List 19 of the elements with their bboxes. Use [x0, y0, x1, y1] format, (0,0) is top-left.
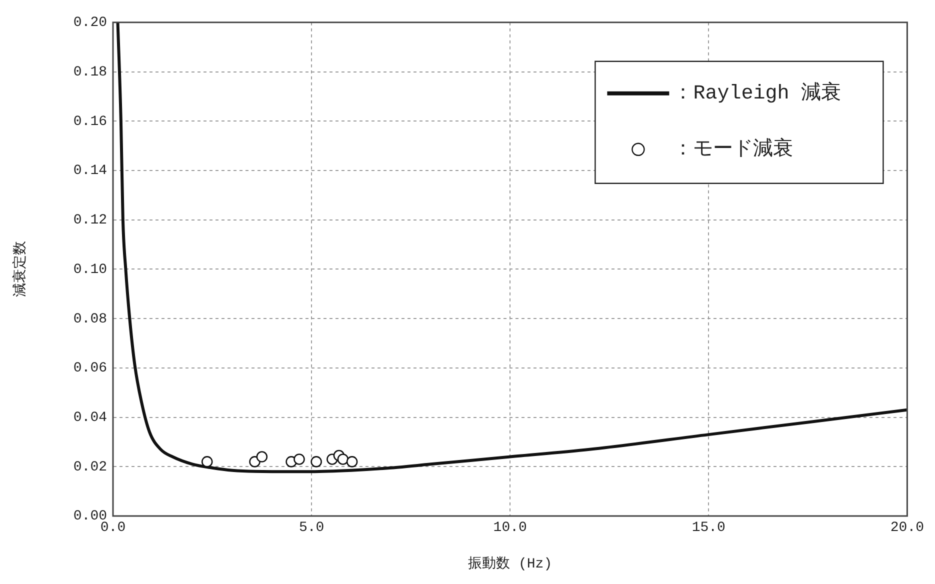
y-tick-label: 0.08 — [73, 311, 107, 328]
y-axis-title: 減衰定数 — [12, 241, 30, 298]
x-axis-title: 振動数 (Hz) — [468, 555, 552, 572]
y-tick-label: 0.06 — [73, 360, 107, 377]
y-tick-label: 0.02 — [73, 459, 107, 476]
y-tick-label: 0.20 — [73, 15, 107, 32]
legend-label: ：モード減衰 — [673, 138, 794, 162]
y-tick-label: 0.12 — [73, 212, 107, 229]
line-series — [116, 22, 908, 474]
legend-label: ：Rayleigh 減衰 — [673, 82, 842, 106]
x-tick-label: 20.0 — [890, 520, 924, 536]
y-tick-label: 0.10 — [73, 262, 107, 278]
x-tick-label: 5.0 — [298, 520, 324, 536]
y-tick-label: 0.04 — [73, 410, 107, 426]
x-tick-label: 10.0 — [493, 520, 527, 536]
y-tick-label: 0.18 — [73, 64, 107, 80]
y-tick-label: 0.16 — [73, 114, 107, 130]
y-tick-label: 0.14 — [73, 163, 107, 180]
x-tick-label: 15.0 — [692, 520, 726, 536]
